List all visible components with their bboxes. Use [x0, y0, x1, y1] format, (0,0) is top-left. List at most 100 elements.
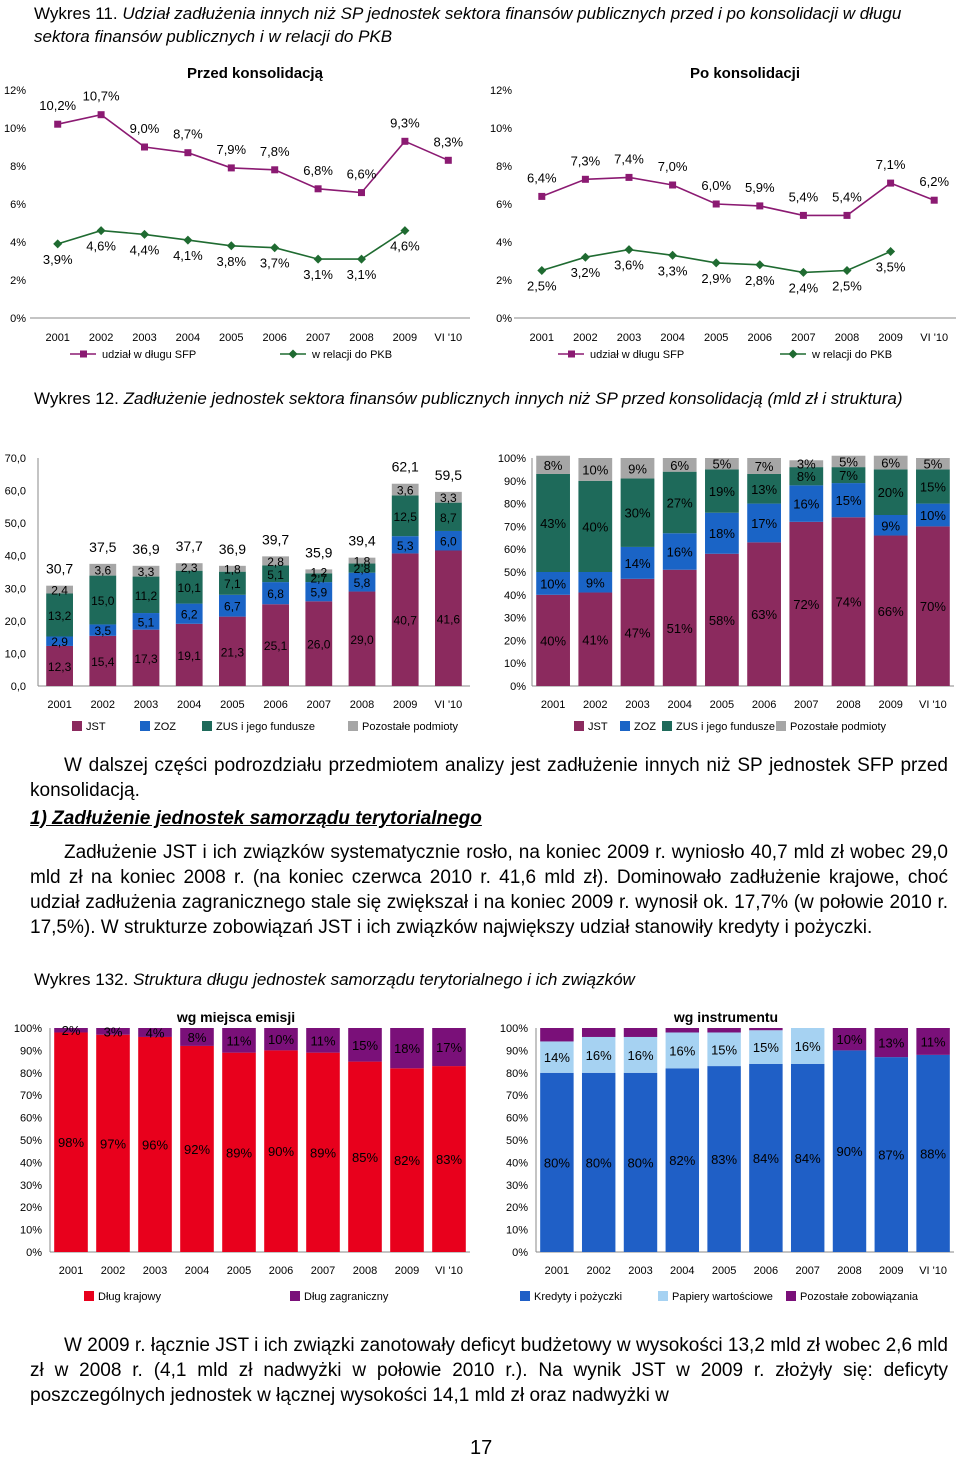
chart-after-consolidation: Po konsolidacji 0% 2% 4% 6% 8% 10% 12% 2001 2002 2… — [490, 65, 956, 361]
data-label: 9,0% — [130, 121, 160, 136]
total-label: 39,7 — [262, 531, 289, 547]
bar-segment — [435, 491, 462, 503]
data-label: 16% — [586, 1048, 612, 1063]
data-label: 5,3 — [397, 539, 414, 553]
bar-segment — [581, 1072, 616, 1252]
x-tick-label: 2002 — [91, 699, 115, 711]
x-tick-label: 2002 — [101, 1265, 125, 1277]
y-tick-label: 90% — [504, 476, 526, 488]
data-label: 19,1 — [178, 649, 202, 663]
y-tick-label: 30,0 — [5, 583, 26, 595]
bar-segment — [432, 1028, 466, 1067]
data-label: 40% — [540, 633, 566, 648]
data-label: 7% — [755, 459, 774, 474]
data-label: 10% — [836, 1032, 862, 1047]
data-label: 4,1% — [173, 248, 203, 263]
data-label: 92% — [184, 1142, 210, 1157]
bar-segment — [348, 1028, 382, 1062]
bar-segment — [391, 553, 419, 686]
point-marker — [226, 241, 236, 251]
bar-segment — [916, 469, 950, 504]
chart-title: wg miejsca emisji — [176, 1009, 295, 1025]
data-label: 7,3% — [571, 153, 601, 168]
legend-label: JST — [588, 721, 608, 733]
legend-label: Pozostałe podmioty — [362, 721, 458, 733]
data-label: 15,4 — [91, 655, 115, 669]
data-label: 63% — [751, 607, 777, 622]
legend-swatch — [348, 721, 358, 731]
bar-segment — [581, 1028, 616, 1037]
data-label: 11% — [921, 1034, 946, 1049]
bar-segment — [175, 623, 203, 686]
x-tick-label: 2001 — [530, 332, 554, 344]
total-label: 39,4 — [348, 533, 375, 549]
data-label: 3,6% — [614, 258, 644, 273]
bar-segment — [89, 563, 117, 576]
data-label: 9% — [881, 518, 900, 533]
data-label: 6,2% — [919, 174, 949, 189]
legend-swatch — [620, 721, 630, 731]
legend-label: udział w długu SFP — [590, 349, 684, 361]
x-tick-label: 2001 — [47, 699, 71, 711]
x-tick-label: 2006 — [263, 699, 287, 711]
total-label: 30,7 — [46, 561, 73, 577]
bar-segment — [874, 1028, 909, 1058]
y-tick-label: 70,0 — [5, 453, 26, 465]
data-label: 40,7 — [394, 614, 418, 628]
intro-paragraph: W dalszej części podrozdziału przedmiote… — [30, 755, 948, 801]
data-label: 21,3 — [221, 645, 245, 659]
bar-segment — [747, 542, 781, 686]
x-tick-label: 2004 — [670, 1265, 694, 1277]
x-tick-label: VI '10 — [919, 1265, 947, 1277]
bar-segment — [707, 1066, 741, 1252]
x-tick-label: 2005 — [220, 699, 244, 711]
bar-segment — [305, 569, 333, 574]
bar-segment — [662, 471, 697, 534]
bar-segment — [305, 582, 333, 602]
legend-swatch — [140, 721, 150, 731]
y-tick-label: 10% — [4, 123, 26, 135]
x-tick-label: 2008 — [835, 332, 859, 344]
point-marker — [756, 202, 764, 210]
data-label: 3,3% — [658, 263, 688, 278]
data-label: 4,6% — [86, 239, 116, 254]
data-label: 70% — [920, 599, 946, 614]
data-label: 15% — [835, 493, 861, 508]
total-label: 36,9 — [219, 541, 246, 557]
bar-segment — [749, 1030, 783, 1064]
y-tick-label: 50% — [506, 1135, 528, 1147]
legend-label: Kredyty i pożyczki — [534, 1291, 622, 1303]
bar-segment — [707, 1028, 741, 1033]
y-tick-label: 50,0 — [5, 518, 26, 530]
y-tick-label: 80% — [504, 499, 526, 511]
data-label: 3,1% — [303, 267, 333, 282]
legend-label: Pozostałe zobowiązania — [800, 1291, 919, 1303]
bar-segment — [262, 582, 289, 605]
y-tick-label: 0% — [512, 1247, 528, 1259]
x-tick-label: 2007 — [311, 1265, 335, 1277]
data-label: 10% — [920, 508, 946, 523]
x-tick-label: 2003 — [625, 699, 649, 711]
bar-segment — [306, 1052, 340, 1252]
data-label: 40% — [582, 519, 608, 534]
y-tick-label: 60% — [506, 1113, 528, 1125]
bar-segment — [790, 1063, 825, 1252]
point-marker — [625, 173, 633, 181]
bar-segment — [180, 1045, 214, 1252]
y-tick-label: 10% — [490, 123, 512, 135]
legend-label: udział w długu SFP — [102, 349, 196, 361]
total-label: 36,9 — [132, 541, 159, 557]
x-tick-label: VI '10 — [919, 699, 947, 711]
bar-segment — [262, 556, 289, 566]
x-tick-label: 2008 — [837, 1265, 861, 1277]
data-label: 3,8% — [216, 254, 246, 269]
point-marker — [580, 252, 590, 262]
data-label: 12,3 — [48, 660, 72, 674]
data-label: 15% — [920, 480, 946, 495]
bar-segment — [620, 578, 655, 686]
bar-segment — [620, 458, 655, 479]
data-label: 90% — [268, 1144, 294, 1159]
point-marker — [96, 226, 106, 236]
y-tick-label: 40% — [20, 1157, 42, 1169]
data-label: 10% — [268, 1032, 294, 1047]
